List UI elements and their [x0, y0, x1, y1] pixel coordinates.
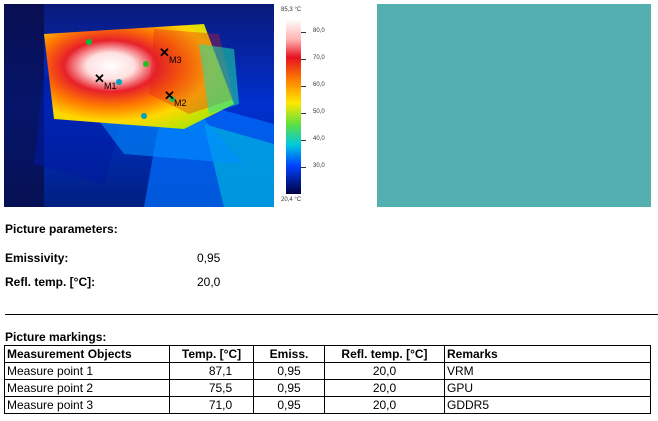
scale-tick-mark — [301, 167, 306, 168]
picture-parameters-title: Picture parameters: — [5, 222, 118, 236]
visual-photo-placeholder — [377, 4, 651, 207]
scale-min-label: 20,4 °C — [281, 197, 302, 203]
thermal-image — [4, 4, 274, 207]
scale-tick-mark — [301, 86, 306, 87]
cell-object: Measure point 1 — [4, 362, 170, 380]
cell-refl-temp: 20,0 — [324, 396, 445, 414]
header-remarks: Remarks — [444, 345, 651, 363]
temperature-scale-bar — [286, 19, 301, 194]
cell-emiss: 0,95 — [253, 379, 325, 397]
section-divider — [5, 314, 658, 315]
emissivity-value: 0,95 — [197, 251, 221, 265]
cell-emiss: 0,95 — [253, 396, 325, 414]
scale-tick-mark — [301, 32, 306, 33]
scale-tick-30: 30,0 — [313, 163, 325, 169]
cell-emiss: 0,95 — [253, 362, 325, 380]
table-row: Measure point 2 75,5 0,95 20,0 GPU — [4, 379, 651, 397]
scale-tick-60: 60,0 — [313, 82, 325, 88]
cell-temp: 71,0 — [169, 396, 254, 414]
scale-max-label: 85,3 °C — [281, 7, 302, 13]
emissivity-label: Emissivity: — [5, 251, 69, 265]
marker-m2: ✕ — [164, 88, 175, 103]
header-measurement-objects: Measurement Objects — [4, 345, 170, 363]
scale-tick-80: 80,0 — [313, 28, 325, 34]
scale-tick-mark — [301, 59, 306, 60]
scale-tick-40: 40,0 — [313, 136, 325, 142]
scale-tick-mark — [301, 140, 306, 141]
picture-markings-title: Picture markings: — [5, 330, 107, 344]
scale-tick-mark — [301, 113, 306, 114]
marker-m3: ✕ — [159, 45, 170, 60]
table-header-row: Measurement Objects Temp. [°C] Emiss. Re… — [4, 345, 651, 363]
header-refl-temp: Refl. temp. [°C] — [324, 345, 445, 363]
cell-remarks: VRM — [444, 362, 651, 380]
marker-m3-label: M3 — [169, 55, 182, 65]
cell-remarks: GDDR5 — [444, 396, 651, 414]
markings-table: Measurement Objects Temp. [°C] Emiss. Re… — [4, 345, 651, 414]
scale-tick-70: 70,0 — [313, 55, 325, 61]
marker-m1: ✕ — [94, 71, 105, 86]
table-row: Measure point 3 71,0 0,95 20,0 GDDR5 — [4, 396, 651, 414]
cell-remarks: GPU — [444, 379, 651, 397]
table-row: Measure point 1 87,1 0,95 20,0 VRM — [4, 362, 651, 380]
cell-refl-temp: 20,0 — [324, 362, 445, 380]
header-emiss: Emiss. — [253, 345, 325, 363]
marker-m1-label: M1 — [104, 81, 117, 91]
cell-temp: 75,5 — [169, 379, 254, 397]
scale-tick-50: 50,0 — [313, 109, 325, 115]
marker-m2-label: M2 — [174, 98, 187, 108]
refl-temp-label: Refl. temp. [°C]: — [5, 275, 96, 289]
cell-refl-temp: 20,0 — [324, 379, 445, 397]
cell-object: Measure point 3 — [4, 396, 170, 414]
cell-temp: 87,1 — [169, 362, 254, 380]
refl-temp-value: 20,0 — [197, 275, 221, 289]
header-temp: Temp. [°C] — [169, 345, 254, 363]
cell-object: Measure point 2 — [4, 379, 170, 397]
